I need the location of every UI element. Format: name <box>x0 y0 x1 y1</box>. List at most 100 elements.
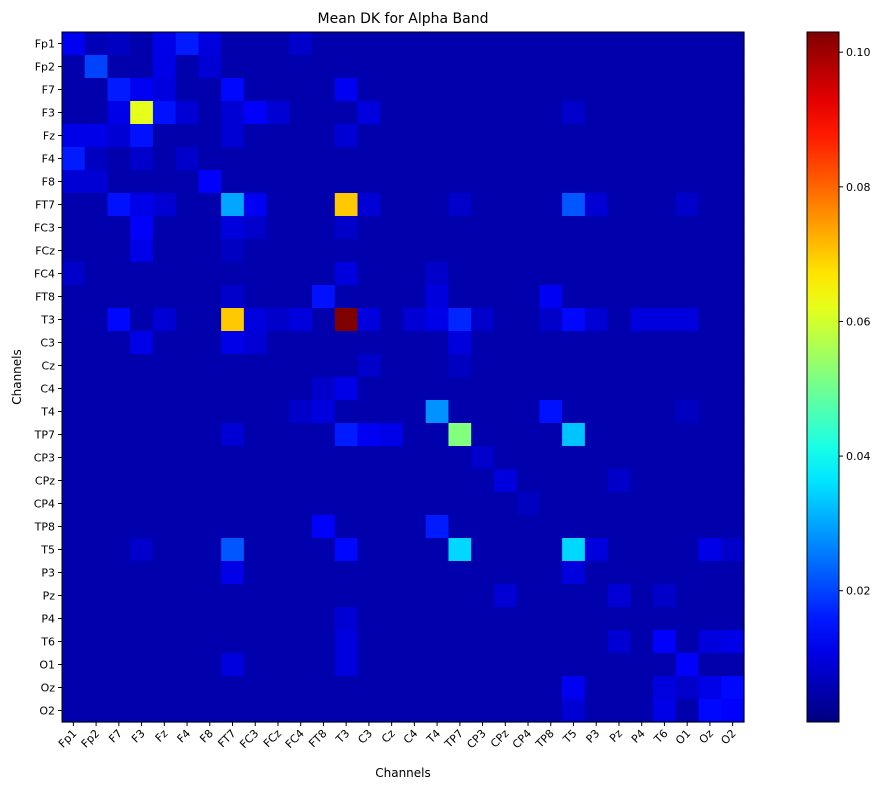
heatmap-cell <box>721 400 745 424</box>
heatmap-cell <box>425 285 450 309</box>
heatmap-cell <box>152 607 177 631</box>
heatmap-cell <box>721 78 745 102</box>
heatmap-cell <box>539 124 563 148</box>
heatmap-cell <box>607 676 631 700</box>
heatmap-cell <box>357 308 381 332</box>
heatmap-cell <box>266 101 290 125</box>
heatmap-cell <box>107 607 131 631</box>
y-tick-label: CP4 <box>34 498 55 511</box>
heatmap-cell <box>357 676 381 700</box>
heatmap-cell <box>62 239 86 263</box>
y-tick-label: CPz <box>35 475 55 488</box>
heatmap-cell <box>607 354 631 378</box>
heatmap-cell <box>493 515 518 539</box>
heatmap-cell <box>312 400 336 424</box>
heatmap-cell <box>380 515 404 539</box>
heatmap-cell <box>243 239 268 263</box>
heatmap-cell <box>675 699 700 723</box>
heatmap-cell <box>84 262 109 286</box>
y-tick-label: O1 <box>39 659 55 672</box>
heatmap-cell <box>266 699 290 723</box>
heatmap-cell <box>380 285 404 309</box>
heatmap-cell <box>221 446 245 470</box>
heatmap-cell <box>653 308 677 332</box>
heatmap-cell <box>471 262 495 286</box>
heatmap-cell <box>175 147 199 171</box>
heatmap-cell <box>152 630 177 654</box>
heatmap-cell <box>198 216 222 240</box>
heatmap-cell <box>289 78 313 102</box>
heatmap-cell <box>198 607 222 631</box>
heatmap-cell <box>357 354 381 378</box>
heatmap-cell <box>107 423 131 447</box>
heatmap-cell <box>721 331 745 355</box>
x-axis-label: Channels <box>375 766 431 780</box>
heatmap-cell <box>107 561 131 585</box>
heatmap-cell <box>130 584 154 608</box>
x-tick-label: T5 <box>560 727 580 747</box>
x-tick-label: C4 <box>401 727 421 747</box>
heatmap-cell <box>152 170 177 194</box>
heatmap-cell <box>107 515 131 539</box>
heatmap-cell <box>130 446 154 470</box>
heatmap-cell <box>493 101 518 125</box>
heatmap-cell <box>516 676 540 700</box>
heatmap-cell <box>266 630 290 654</box>
heatmap-cell <box>221 469 245 493</box>
heatmap-cell <box>152 699 177 723</box>
heatmap-cell <box>380 308 404 332</box>
heatmap-cell <box>721 653 745 677</box>
heatmap-cell <box>198 101 222 125</box>
heatmap-cell <box>84 216 109 240</box>
heatmap-cell <box>607 630 631 654</box>
heatmap-cell <box>607 170 631 194</box>
heatmap-cell <box>289 170 313 194</box>
heatmap-cell <box>130 423 154 447</box>
heatmap-cell <box>698 285 722 309</box>
heatmap-cell <box>243 308 268 332</box>
heatmap-cell <box>539 285 563 309</box>
heatmap-cell <box>493 400 518 424</box>
x-tick-label: TP8 <box>533 727 557 751</box>
heatmap-cell <box>380 653 404 677</box>
heatmap-cell <box>243 78 268 102</box>
heatmap-cell <box>289 101 313 125</box>
heatmap-cell <box>653 584 677 608</box>
heatmap-cell <box>448 469 472 493</box>
heatmap-cell <box>221 147 245 171</box>
heatmap-cell <box>84 147 109 171</box>
heatmap-cell <box>221 193 245 217</box>
heatmap-cell <box>721 124 745 148</box>
heatmap-cell <box>107 400 131 424</box>
heatmap-cell <box>653 285 677 309</box>
heatmap-cell <box>62 262 86 286</box>
heatmap-cell <box>493 676 518 700</box>
heatmap-cell <box>675 285 700 309</box>
heatmap-cell <box>493 653 518 677</box>
heatmap-cell <box>403 239 427 263</box>
heatmap-cell <box>653 331 677 355</box>
heatmap-cell <box>698 239 722 263</box>
heatmap-cell <box>448 170 472 194</box>
heatmap-cell <box>221 170 245 194</box>
y-tick-label: Fp2 <box>35 61 55 74</box>
heatmap-cell <box>675 262 700 286</box>
heatmap-cell <box>698 55 722 79</box>
heatmap-cell <box>243 676 268 700</box>
heatmap-cell <box>425 676 450 700</box>
y-tick-label: FCz <box>35 245 55 258</box>
heatmap-cell <box>243 699 268 723</box>
heatmap-cell <box>425 492 450 516</box>
heatmap-cell <box>675 216 700 240</box>
heatmap-cell <box>289 607 313 631</box>
heatmap-cell <box>198 653 222 677</box>
heatmap-cell <box>607 55 631 79</box>
heatmap-cell <box>84 561 109 585</box>
heatmap-cell <box>607 446 631 470</box>
heatmap-cell <box>653 55 677 79</box>
heatmap-cell <box>562 469 586 493</box>
heatmap-cell <box>630 377 654 401</box>
heatmap-cell <box>516 101 540 125</box>
heatmap-cell <box>175 193 199 217</box>
